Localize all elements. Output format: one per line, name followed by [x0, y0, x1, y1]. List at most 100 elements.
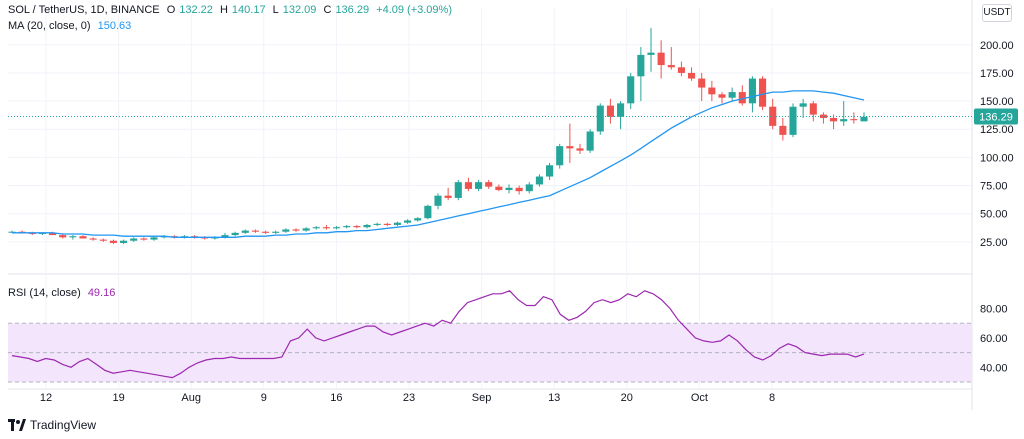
current-price-tag: [974, 108, 1018, 125]
candle-body: [566, 146, 574, 149]
rsi-value: 49.16: [87, 287, 116, 299]
candle-body: [424, 205, 432, 219]
candle-body: [343, 226, 351, 228]
candle-body: [627, 76, 635, 104]
candle-body: [677, 67, 685, 73]
candle-body: [49, 232, 57, 236]
candle-body: [150, 237, 158, 240]
candle-body: [69, 236, 77, 238]
candle-body: [282, 229, 290, 232]
candle-body: [759, 78, 767, 107]
low-value: 132.09: [282, 4, 317, 16]
ma-value: 150.63: [97, 20, 132, 32]
high-label: H: [219, 4, 228, 16]
open-label: O: [166, 4, 176, 16]
candle-body: [272, 231, 280, 233]
price-legend: SOL / TetherUS, 1D, BINANCE O 132.22 H 140…: [8, 4, 456, 16]
candle-body: [221, 235, 229, 238]
candle-body: [120, 240, 128, 243]
candle-body: [637, 54, 645, 77]
ma-legend[interactable]: MA (20, close, 0) 150.63: [8, 20, 135, 32]
y-tick-label: 25.00: [980, 237, 1008, 249]
x-tick-label: 8: [769, 392, 775, 404]
candle-body: [546, 165, 554, 177]
rsi-label: RSI (14, close): [8, 287, 81, 299]
candle-body: [353, 226, 361, 228]
x-tick-label: 12: [40, 392, 52, 404]
candle-body: [657, 52, 665, 66]
rsi-tick-label: 40.00: [980, 362, 1008, 374]
candle-body: [819, 114, 827, 118]
candle-body: [840, 119, 848, 122]
rsi-tick-label: 80.00: [980, 303, 1008, 315]
candle-body: [292, 229, 300, 231]
candle-body: [667, 65, 675, 68]
current-price-label: 136.29: [979, 112, 1013, 124]
candle-body: [485, 182, 493, 187]
candle-body: [830, 117, 838, 122]
candle-body: [525, 184, 533, 192]
x-tick-label: 20: [621, 392, 633, 404]
candle-body: [59, 235, 67, 238]
y-tick-label: 200.00: [980, 40, 1014, 52]
x-tick-label: 19: [112, 392, 124, 404]
candle-body: [647, 52, 655, 55]
candle-body: [738, 92, 746, 104]
candle-body: [495, 186, 503, 191]
x-tick-label: Oct: [691, 392, 708, 404]
candle-body: [860, 116, 868, 122]
tradingview-logo[interactable]: TradingView: [8, 418, 96, 432]
candle-body: [373, 223, 381, 225]
candle-body: [505, 187, 513, 191]
candle-body: [769, 106, 777, 126]
x-tick-label: 23: [403, 392, 415, 404]
candle-body: [312, 227, 320, 229]
candle-body: [728, 92, 736, 98]
rsi-band: [8, 323, 972, 383]
brand-name: TradingView: [30, 418, 97, 432]
close-value: 136.29: [335, 4, 370, 16]
rsi-tick-label: 60.00: [980, 333, 1008, 345]
low-label: L: [272, 4, 279, 16]
candle-body: [393, 222, 401, 225]
candle-body: [302, 228, 310, 231]
rsi-line: [11, 290, 865, 379]
candle-body: [809, 103, 817, 115]
high-value: 140.17: [231, 4, 266, 16]
candle-body: [99, 239, 107, 241]
candle-body: [556, 146, 564, 166]
y-tick-label: 125.00: [980, 124, 1014, 136]
candle-body: [688, 72, 696, 79]
candle-body: [79, 236, 87, 239]
candle-body: [231, 232, 239, 236]
x-tick-label: 9: [261, 392, 267, 404]
candle-body: [708, 87, 716, 95]
close-label: C: [323, 4, 332, 16]
candle-body: [383, 223, 391, 225]
candle-body: [515, 187, 523, 192]
candle-body: [789, 106, 797, 135]
ma-label: MA (20, close, 0): [8, 20, 91, 32]
candle-body: [444, 195, 452, 198]
x-tick-label: Aug: [181, 392, 201, 404]
candle-body: [333, 227, 341, 229]
candle-body: [779, 125, 787, 135]
x-tick-label: 13: [548, 392, 560, 404]
candle-body: [596, 105, 604, 132]
currency-selector[interactable]: USDT: [982, 4, 1012, 22]
rsi-legend[interactable]: RSI (14, close) 49.16: [8, 287, 119, 299]
open-value: 132.22: [179, 4, 213, 16]
symbol-label[interactable]: SOL / TetherUS, 1D, BINANCE: [8, 4, 160, 16]
x-tick-label: Sep: [472, 392, 492, 404]
y-tick-label: 75.00: [980, 181, 1008, 193]
candle-body: [363, 224, 371, 228]
candle-body: [109, 240, 117, 243]
candle-body: [475, 182, 483, 189]
y-tick-label: 50.00: [980, 209, 1008, 221]
candle-body: [262, 231, 270, 233]
y-tick-label: 175.00: [980, 68, 1014, 80]
candle-body: [89, 238, 97, 240]
candle-body: [606, 105, 614, 117]
candle-body: [130, 238, 138, 241]
